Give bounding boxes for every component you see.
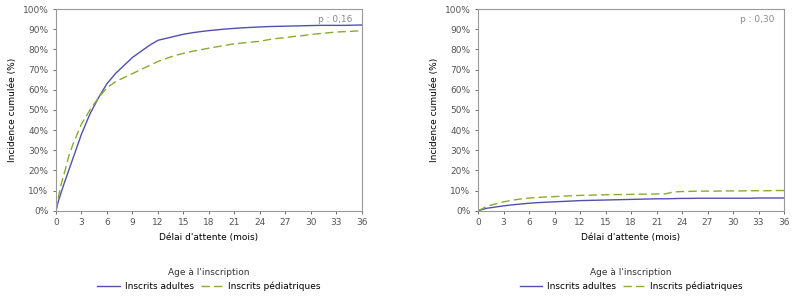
- Legend: Inscrits adultes, Inscrits pédiatriques: Inscrits adultes, Inscrits pédiatriques: [516, 265, 746, 295]
- X-axis label: Délai d'attente (mois): Délai d'attente (mois): [159, 233, 258, 242]
- Text: p : 0,16: p : 0,16: [318, 15, 353, 24]
- Legend: Inscrits adultes, Inscrits pédiatriques: Inscrits adultes, Inscrits pédiatriques: [94, 265, 324, 295]
- X-axis label: Délai d'attente (mois): Délai d'attente (mois): [582, 233, 681, 242]
- Text: p : 0,30: p : 0,30: [741, 15, 775, 24]
- Y-axis label: Incidence cumulée (%): Incidence cumulée (%): [430, 58, 439, 162]
- Y-axis label: Incidence cumulée (%): Incidence cumulée (%): [8, 58, 17, 162]
